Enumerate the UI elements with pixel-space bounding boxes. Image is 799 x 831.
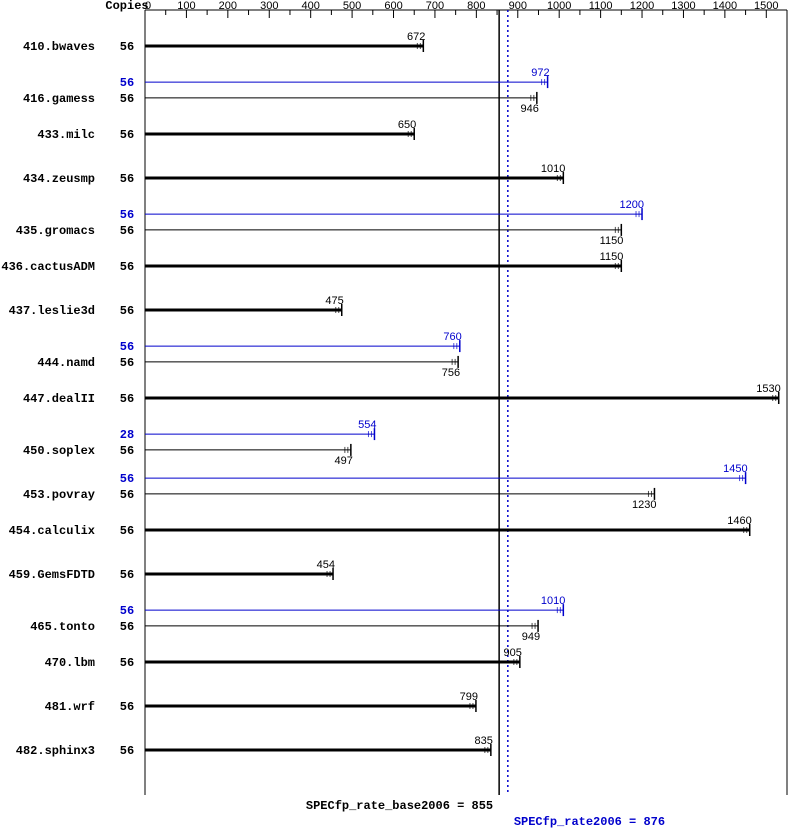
axis-tick-label: 700 [426,0,444,12]
benchmark-label: 435.gromacs [16,224,95,238]
bar-value-label: 475 [325,295,343,307]
copies-value: 56 [120,444,134,458]
copies-value: 28 [120,428,134,442]
bar-value-label: 1150 [600,235,624,247]
bar-value-label: 949 [522,631,540,643]
copies-value: 56 [120,260,134,274]
copies-value: 56 [120,488,134,502]
bar-value-label: 1230 [632,499,656,511]
bar-value-label: 672 [407,31,425,43]
benchmark-label: 434.zeusmp [23,172,95,186]
copies-value: 56 [120,92,134,106]
bar-value-label: 1460 [727,515,751,527]
bar-value-label: 497 [334,455,352,467]
reference-label-base: SPECfp_rate_base2006 = 855 [306,799,493,813]
benchmark-label: 453.povray [23,488,95,502]
copies-value: 56 [120,128,134,142]
bar-value-label: 835 [474,735,492,747]
benchmark-label: 470.lbm [45,656,95,670]
copies-value: 56 [120,208,134,222]
copies-value: 56 [120,76,134,90]
bar-value-label: 1150 [600,251,624,263]
axis-tick-label: 1400 [713,0,737,12]
bar-value-label: 946 [520,103,538,115]
bar-value-label: 972 [531,67,549,79]
bar-value-label: 1450 [723,463,747,475]
copies-value: 56 [120,744,134,758]
bar-value-label: 1010 [541,163,565,175]
copies-value: 56 [120,604,134,618]
axis-tick-label: 1500 [754,0,778,12]
bar-value-label: 554 [358,419,376,431]
bar-value-label: 1530 [756,383,780,395]
bar-value-label: 454 [317,559,335,571]
bar-value-label: 760 [443,331,461,343]
bar-value-label: 905 [503,647,521,659]
axis-tick-label: 900 [509,0,527,12]
axis-tick-label: 1200 [630,0,654,12]
axis-tick-label: 600 [384,0,402,12]
copies-value: 56 [120,472,134,486]
axis-tick-label: 200 [219,0,237,12]
copies-value: 56 [120,392,134,406]
copies-value: 56 [120,656,134,670]
reference-label-peak: SPECfp_rate2006 = 876 [514,815,665,829]
bar-value-label: 650 [398,119,416,131]
benchmark-label: 416.gamess [23,92,95,106]
benchmark-label: 454.calculix [9,524,95,538]
axis-tick-label: 1000 [547,0,571,12]
benchmark-label: 482.sphinx3 [16,744,95,758]
benchmark-label: 437.leslie3d [9,304,95,318]
spec-chart: 0100200300400500600700800900100011001200… [0,0,799,831]
benchmark-label: 436.cactusADM [1,260,95,274]
axis-tick-label: 800 [467,0,485,12]
bar-value-label: 799 [460,691,478,703]
copies-value: 56 [120,172,134,186]
benchmark-label: 447.dealII [23,392,95,406]
axis-tick-label: 500 [343,0,361,12]
axis-tick-label: 1100 [589,0,613,12]
copies-value: 56 [120,568,134,582]
axis-tick-label: 1300 [671,0,695,12]
copies-value: 56 [120,340,134,354]
bar-value-label: 1200 [620,199,644,211]
benchmark-label: 444.namd [37,356,95,370]
copies-header: Copies [105,0,148,13]
axis-tick-label: 400 [301,0,319,12]
copies-value: 56 [120,356,134,370]
copies-value: 56 [120,224,134,238]
axis-tick-label: 100 [177,0,195,12]
copies-value: 56 [120,40,134,54]
bar-value-label: 1010 [541,595,565,607]
benchmark-label: 410.bwaves [23,40,95,54]
benchmark-label: 459.GemsFDTD [9,568,95,582]
copies-value: 56 [120,304,134,318]
bar-value-label: 756 [442,367,460,379]
benchmark-label: 450.soplex [23,444,95,458]
benchmark-label: 481.wrf [45,700,95,714]
copies-value: 56 [120,620,134,634]
benchmark-label: 433.milc [37,128,95,142]
copies-value: 56 [120,700,134,714]
benchmark-label: 465.tonto [30,620,95,634]
copies-value: 56 [120,524,134,538]
axis-tick-label: 300 [260,0,278,12]
